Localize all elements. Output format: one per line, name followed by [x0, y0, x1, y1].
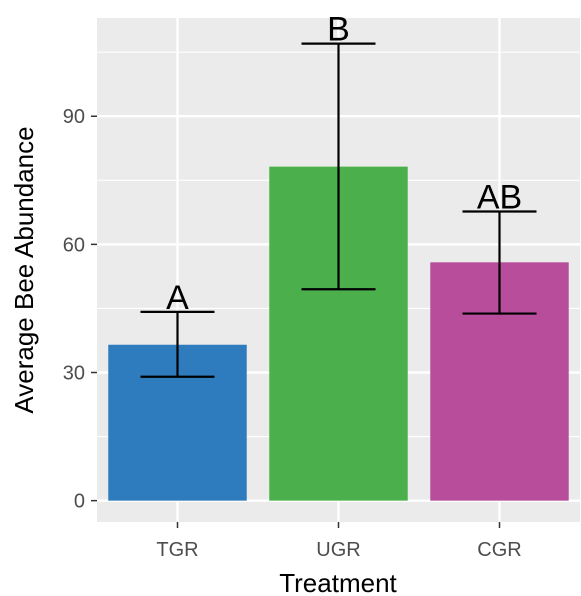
- significance-label: A: [166, 279, 189, 317]
- y-tick-label: 30: [63, 363, 85, 385]
- y-tick-label: 60: [63, 234, 85, 256]
- x-tick-label: CGR: [477, 539, 521, 561]
- x-axis-ticks: TGR UGR CGR: [156, 522, 522, 561]
- y-axis-title: Average Bee Abundance: [9, 126, 39, 413]
- x-axis-title: Treatment: [279, 568, 397, 596]
- x-tick-label: TGR: [156, 539, 198, 561]
- significance-label: B: [327, 11, 350, 49]
- y-axis-ticks: 0 30 60 90: [63, 106, 97, 513]
- significance-label: AB: [477, 178, 522, 216]
- error-bars-group: [140, 42, 537, 378]
- y-tick-label: 90: [63, 106, 85, 128]
- y-tick-label: 0: [74, 491, 85, 513]
- x-tick-label: UGR: [316, 539, 360, 561]
